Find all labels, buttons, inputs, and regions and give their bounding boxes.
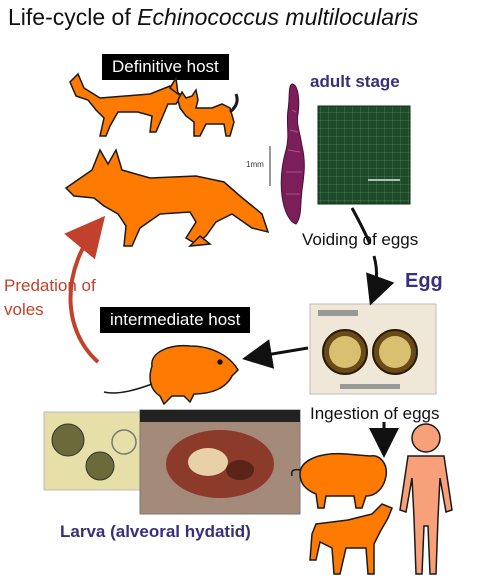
voiding-of-eggs-label: Voiding of eggs — [302, 230, 419, 249]
larva-label: Larva (alveoral hydatid) — [60, 522, 251, 541]
arrow-grid-to-voiding — [350, 207, 372, 245]
title-prefix: Life-cycle of — [8, 4, 138, 30]
grid-photo — [317, 105, 411, 205]
pig-silhouette — [290, 452, 388, 509]
egg-micrograph — [309, 303, 437, 395]
horse-silhouette — [309, 503, 393, 575]
definitive-host-label: Definitive host — [102, 54, 229, 80]
dissected-vole-photo — [139, 409, 301, 515]
ingestion-of-eggs-label: Ingestion of eggs — [310, 404, 440, 423]
arrow-egg-to-vole — [242, 339, 309, 369]
human-silhouette — [399, 423, 453, 575]
vole-silhouette — [103, 344, 239, 406]
adult-worm-image — [269, 83, 305, 225]
egg-label: Egg — [405, 270, 443, 292]
adult-stage-label: adult stage — [310, 72, 400, 91]
intermediate-host-label: intermediate host — [100, 307, 251, 333]
diagram-title: Life-cycle of Echinococcus multiloculari… — [8, 4, 418, 31]
predation-arrow — [64, 215, 106, 364]
cat-silhouette — [177, 88, 239, 137]
larva-micrograph — [43, 411, 141, 491]
title-species: Echinococcus multilocularis — [137, 4, 419, 30]
dog-silhouette — [69, 72, 184, 137]
scale-1mm-label: 1mm — [246, 160, 264, 169]
arrow-voiding-to-egg — [366, 255, 395, 306]
fox-silhouette — [64, 148, 270, 247]
predation-label-line2: voles — [4, 300, 44, 319]
